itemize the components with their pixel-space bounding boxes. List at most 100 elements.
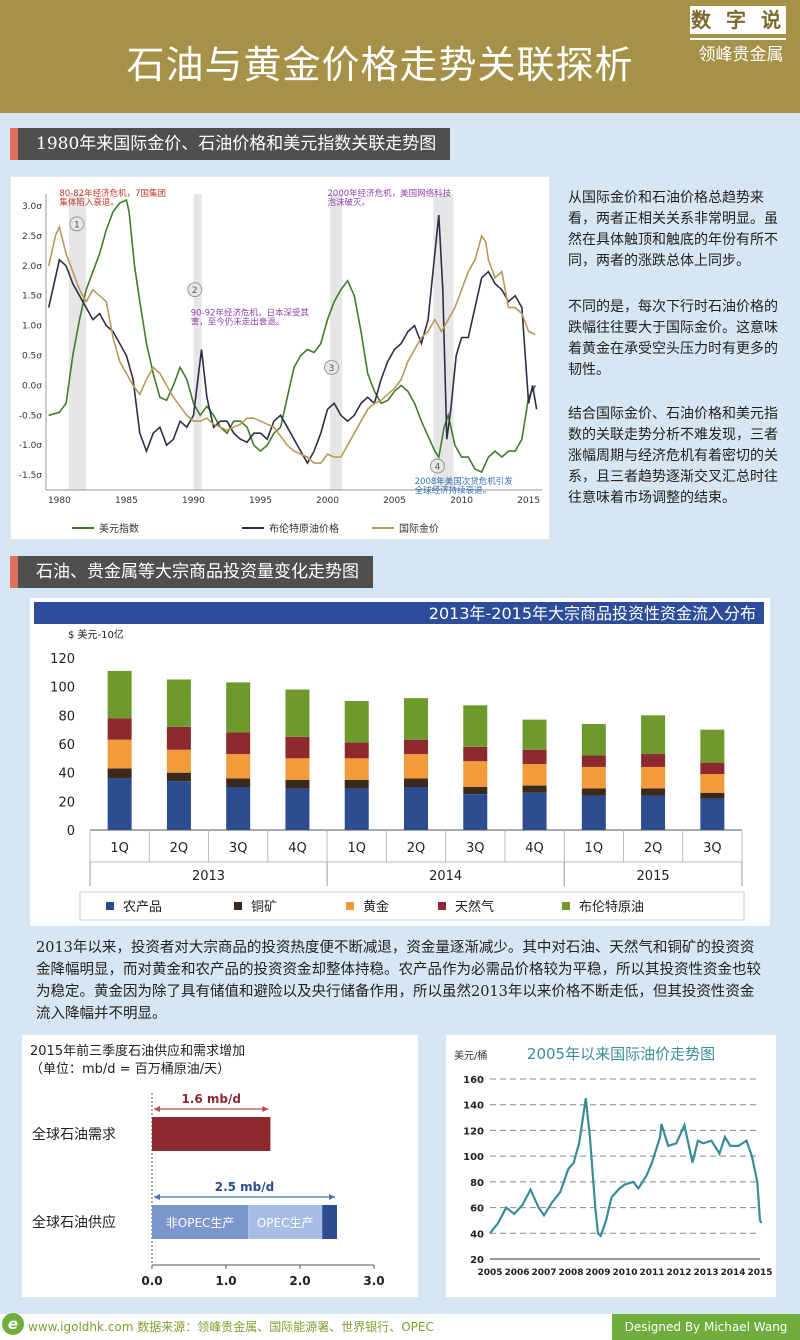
- bar-segment-4: [581, 755, 606, 767]
- x-tick-label: 1995: [249, 496, 272, 506]
- chart3-title: 2015年前三季度石油供应和需求增加: [30, 1043, 245, 1059]
- supply-segment-3: [322, 1205, 337, 1239]
- bar-segment-2: [581, 788, 606, 796]
- bar-segment-4: [285, 736, 310, 759]
- section2-paragraph: 2013年以来，投资者对大宗商品的投资热度便不断减退，资金量逐渐减少。其中对石油…: [36, 940, 761, 1022]
- bar-segment-2: [107, 768, 132, 779]
- bar-segment-1: [700, 798, 725, 830]
- bar-segment-2: [226, 778, 251, 787]
- y-tick-label: 60: [470, 1204, 484, 1215]
- bar-segment-1: [581, 795, 606, 830]
- crisis-annotation: 泡沫破灭。: [328, 197, 371, 208]
- bar-segment-5: [581, 723, 606, 756]
- y-tick-label: 3.0σ: [22, 202, 42, 212]
- shuzishuo-badge: 数 字 说: [690, 6, 786, 34]
- bar-segment-3: [522, 764, 547, 786]
- bar-segment-3: [463, 761, 488, 787]
- x-tick-label: 0.0: [141, 1274, 162, 1288]
- crisis-annotation: 全球经济持续衰退。: [415, 485, 492, 496]
- oil-price-chart-panel: 2005年以来国际油价走势图 美元/桶 20 40 60 80 100 120 140 160 20…: [446, 1035, 776, 1297]
- y-tick-label: 40: [58, 767, 75, 782]
- category-label: 2Q: [644, 841, 663, 856]
- bar-segment-3: [344, 758, 369, 780]
- crisis-marker-circle: [69, 216, 85, 232]
- y-tick-label: 2.5σ: [22, 232, 42, 242]
- section1-heading: 1980年来国际金价、石油价格和美元指数关联走势图: [10, 128, 451, 160]
- correlation-line-chart: 3.0σ 2.5σ 2.0σ 1.5σ 1.0σ 0.5σ 0.0σ -0.5σ -1.0σ -1…: [9, 175, 551, 541]
- chart2-unit-label: $ 美元-10亿: [68, 628, 124, 641]
- category-label: 1Q: [347, 841, 366, 856]
- bar-segment-5: [226, 682, 251, 733]
- series-line-2: [47, 214, 538, 465]
- bar-segment-1: [285, 788, 310, 830]
- bar-segment-4: [166, 726, 191, 750]
- x-tick-label: 2005: [477, 1268, 502, 1278]
- supply-demand-chart-panel: 2015年前三季度石油供应和需求增加 （单位：mb/d = 百万桶原油/天） 0.0…: [22, 1035, 418, 1297]
- crisis-shade-1: [68, 194, 87, 490]
- legend-label: 美元指数: [99, 522, 139, 535]
- section2-heading: 石油、贵金属等大宗商品投资量变化走势图: [10, 556, 373, 588]
- crisis-marker-circle: [429, 458, 445, 474]
- legend-label: 农产品: [123, 900, 162, 915]
- crisis-annotation: 80-82年经济危机，7国集团: [59, 188, 166, 199]
- legend-label: 布伦特原油: [579, 900, 644, 915]
- category-label: 3Q: [466, 841, 485, 856]
- total-arrowhead-right: [262, 1106, 269, 1112]
- category-label: 3Q: [229, 841, 248, 856]
- designed-by-label: Designed By Michael Wang: [612, 1314, 800, 1340]
- y-tick-label: -0.5σ: [19, 411, 43, 421]
- crisis-annotation: 2000年经济危机，美国网络科技: [328, 188, 452, 199]
- total-arrowhead-right: [329, 1194, 335, 1200]
- bar-segment-4: [404, 739, 428, 755]
- x-tick-label: 2010: [612, 1268, 637, 1278]
- legend-label: 布伦特原油价格: [269, 522, 339, 535]
- x-tick-label: 2015: [747, 1268, 772, 1278]
- y-tick-label: 0.0σ: [22, 381, 42, 391]
- legend-label: 黄金: [363, 899, 389, 915]
- x-tick-label: 2006: [504, 1268, 529, 1278]
- crisis-marker-circle: [187, 282, 203, 298]
- site-logo: e: [2, 1313, 24, 1335]
- x-tick-label: 2014: [720, 1268, 745, 1278]
- bar-segment-3: [166, 749, 191, 773]
- legend-label: 铜矿: [251, 900, 277, 915]
- x-tick-label: 2000: [316, 496, 339, 506]
- legend-swatch: [438, 902, 446, 910]
- brand-divider: [690, 38, 786, 40]
- bar-segment-5: [107, 670, 132, 719]
- category-label: 3Q: [703, 841, 722, 856]
- series-line-3: [47, 224, 536, 464]
- x-tick-label: 2010: [450, 496, 473, 506]
- supply-segment-1: [152, 1205, 249, 1239]
- chart4-title: 2005年以来国际油价走势图: [527, 1045, 715, 1063]
- y-tick-label: 0: [67, 824, 75, 839]
- y-tick-label: 140: [463, 1101, 484, 1112]
- chart3-subtitle: （单位：mb/d = 百万桶原油/天）: [30, 1062, 230, 1077]
- bar-segment-1: [226, 787, 251, 830]
- chart4-unit-label: 美元/桶: [454, 1049, 487, 1062]
- y-tick-label: -1.0σ: [19, 441, 43, 451]
- bar-segment-3: [107, 739, 132, 769]
- crisis-marker-label: 3: [329, 364, 335, 374]
- category-label: 4Q: [525, 841, 544, 856]
- crisis-marker-label: 4: [435, 463, 441, 473]
- correlation-chart-panel: 3.0σ 2.5σ 2.0σ 1.5σ 1.0σ 0.5σ 0.0σ -0.5σ -1.0σ -1…: [9, 175, 551, 541]
- header-banner: [0, 0, 800, 113]
- y-tick-label: 100: [463, 1152, 484, 1163]
- bar-segment-5: [641, 715, 666, 755]
- category-label: 2Q: [170, 841, 189, 856]
- bar-segment-3: [700, 774, 725, 793]
- x-tick-label: 2.0: [289, 1274, 310, 1288]
- bar-segment-1: [463, 794, 488, 830]
- series-line-1: [48, 198, 536, 474]
- legend-swatch: [234, 902, 242, 910]
- bar-segment-5: [344, 701, 369, 743]
- y-tick-label: 0.5σ: [22, 351, 42, 361]
- x-tick-label: 2011: [639, 1268, 664, 1278]
- y-tick-label: 1.5σ: [22, 292, 42, 302]
- category-label: 全球石油供应: [32, 1214, 116, 1231]
- y-tick-label: 160: [463, 1075, 484, 1086]
- y-tick-label: 80: [58, 709, 75, 724]
- crisis-shade-3: [330, 194, 343, 490]
- bar-segment-2: [641, 788, 666, 796]
